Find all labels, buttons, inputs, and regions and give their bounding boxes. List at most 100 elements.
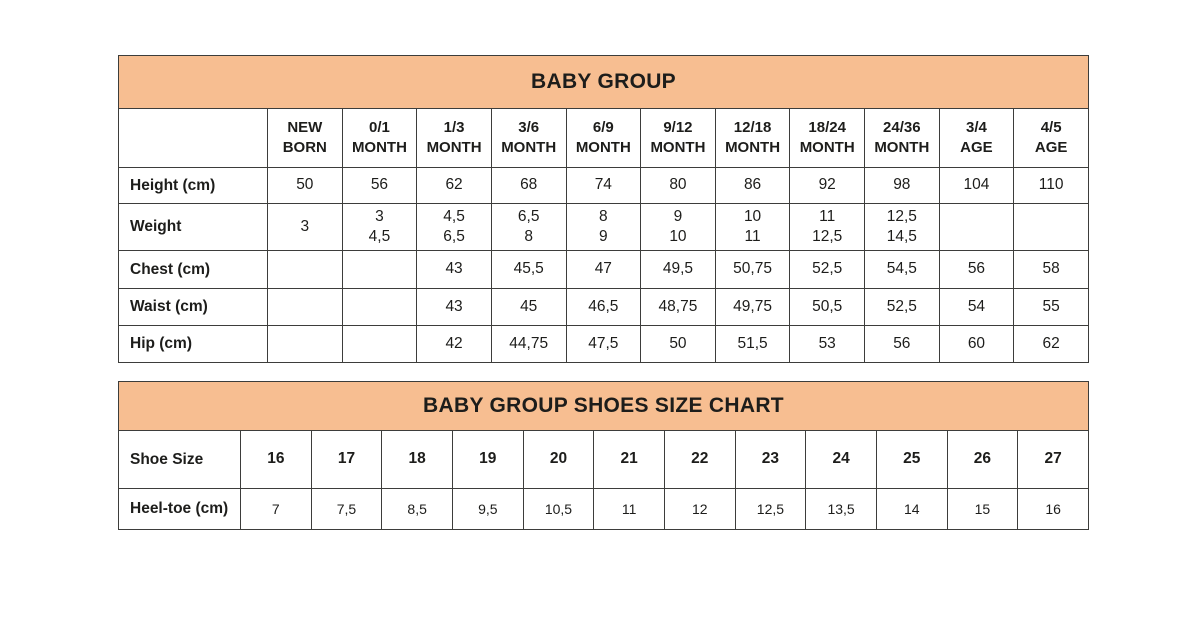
data-cell: 44,75 — [490, 325, 567, 363]
data-cell: 3 — [267, 203, 343, 251]
data-cell — [938, 203, 1015, 251]
data-cell: 12 — [663, 488, 736, 530]
data-cell: 52,5 — [864, 288, 940, 326]
data-cell — [341, 325, 418, 363]
row-label-heel-toe: Heel-toe (cm) — [118, 488, 241, 530]
column-header-3-4-age: 3/4 AGE — [938, 108, 1015, 168]
data-cell: 6,5 8 — [490, 203, 567, 251]
data-cell: 53 — [789, 325, 865, 363]
data-cell: 43 — [416, 288, 492, 326]
data-cell: 43 — [416, 250, 492, 289]
data-cell: 3 4,5 — [341, 203, 418, 251]
data-cell: 24 — [805, 430, 877, 489]
size-charts: BABY GROUP NEW BORN 0/1 MONTH 1/3 MONTH … — [118, 55, 1089, 530]
column-header-3-6-month: 3/6 MONTH — [490, 108, 567, 168]
data-cell: 25 — [875, 430, 948, 489]
data-cell: 60 — [938, 325, 1015, 363]
data-cell: 16 — [240, 430, 312, 489]
data-cell: 4,5 6,5 — [416, 203, 492, 251]
shoes-size-table: BABY GROUP SHOES SIZE CHART Shoe Size 16… — [118, 381, 1089, 530]
data-cell: 46,5 — [565, 288, 642, 326]
data-cell: 45 — [490, 288, 567, 326]
data-cell: 50 — [640, 325, 716, 363]
data-cell: 55 — [1013, 288, 1089, 326]
data-cell: 52,5 — [789, 250, 865, 289]
data-cell: 8 9 — [565, 203, 642, 251]
data-cell: 21 — [593, 430, 665, 489]
data-cell: 27 — [1017, 430, 1089, 489]
data-cell — [341, 288, 418, 326]
data-cell: 18 — [381, 430, 453, 489]
column-header-6-9-month: 6/9 MONTH — [565, 108, 642, 168]
data-cell: 86 — [714, 167, 791, 204]
column-header-9-12-month: 9/12 MONTH — [640, 108, 716, 168]
data-cell: 47 — [565, 250, 642, 289]
data-cell: 17 — [310, 430, 383, 489]
data-cell: 8,5 — [381, 488, 453, 530]
column-header-24-36-month: 24/36 MONTH — [864, 108, 940, 168]
column-header-1-3-month: 1/3 MONTH — [416, 108, 492, 168]
data-cell: 58 — [1013, 250, 1089, 289]
row-label-hip: Hip (cm) — [118, 325, 268, 363]
data-cell: 50,75 — [714, 250, 791, 289]
data-cell: 7,5 — [310, 488, 383, 530]
data-cell: 10 11 — [714, 203, 791, 251]
data-cell — [267, 288, 343, 326]
data-cell: 22 — [663, 430, 736, 489]
data-cell: 12,5 — [734, 488, 807, 530]
column-header-0-1-month: 0/1 MONTH — [341, 108, 418, 168]
data-cell: 47,5 — [565, 325, 642, 363]
data-cell: 54 — [938, 288, 1015, 326]
data-cell: 23 — [734, 430, 807, 489]
data-cell: 42 — [416, 325, 492, 363]
baby-group-table: BABY GROUP NEW BORN 0/1 MONTH 1/3 MONTH … — [118, 55, 1089, 363]
row-label-shoe-size: Shoe Size — [118, 430, 241, 489]
column-header-new-born: NEW BORN — [267, 108, 343, 168]
data-cell: 7 — [240, 488, 312, 530]
data-cell: 50,5 — [789, 288, 865, 326]
data-cell: 11 12,5 — [789, 203, 865, 251]
data-cell: 74 — [565, 167, 642, 204]
data-cell — [1013, 203, 1089, 251]
data-cell: 62 — [1013, 325, 1089, 363]
data-cell: 48,75 — [640, 288, 716, 326]
data-cell: 49,75 — [714, 288, 791, 326]
data-cell: 51,5 — [714, 325, 791, 363]
data-cell: 92 — [789, 167, 865, 204]
data-cell: 9,5 — [451, 488, 524, 530]
column-header-12-18-month: 12/18 MONTH — [714, 108, 791, 168]
data-cell: 56 — [341, 167, 418, 204]
shoes-chart-title: BABY GROUP SHOES SIZE CHART — [118, 381, 1089, 431]
data-cell: 10,5 — [522, 488, 595, 530]
data-cell: 12,5 14,5 — [864, 203, 940, 251]
data-cell — [341, 250, 418, 289]
data-cell: 56 — [864, 325, 940, 363]
data-cell: 110 — [1013, 167, 1089, 204]
data-cell: 68 — [490, 167, 567, 204]
data-cell: 98 — [864, 167, 940, 204]
data-cell — [267, 325, 343, 363]
data-cell: 45,5 — [490, 250, 567, 289]
row-label-height: Height (cm) — [118, 167, 268, 204]
data-cell: 13,5 — [805, 488, 877, 530]
baby-group-title: BABY GROUP — [118, 55, 1089, 109]
data-cell: 19 — [451, 430, 524, 489]
data-cell: 56 — [938, 250, 1015, 289]
data-cell: 104 — [938, 167, 1015, 204]
data-cell: 80 — [640, 167, 716, 204]
data-cell: 50 — [267, 167, 343, 204]
column-header-4-5-age: 4/5 AGE — [1013, 108, 1089, 168]
data-cell: 14 — [875, 488, 948, 530]
data-cell — [267, 250, 343, 289]
data-cell: 9 10 — [640, 203, 716, 251]
corner-cell — [118, 108, 268, 168]
row-label-chest: Chest (cm) — [118, 250, 268, 289]
data-cell: 49,5 — [640, 250, 716, 289]
row-label-waist: Waist (cm) — [118, 288, 268, 326]
data-cell: 26 — [946, 430, 1019, 489]
data-cell: 54,5 — [864, 250, 940, 289]
data-cell: 11 — [593, 488, 665, 530]
data-cell: 20 — [522, 430, 595, 489]
data-cell: 62 — [416, 167, 492, 204]
column-header-18-24-month: 18/24 MONTH — [789, 108, 865, 168]
